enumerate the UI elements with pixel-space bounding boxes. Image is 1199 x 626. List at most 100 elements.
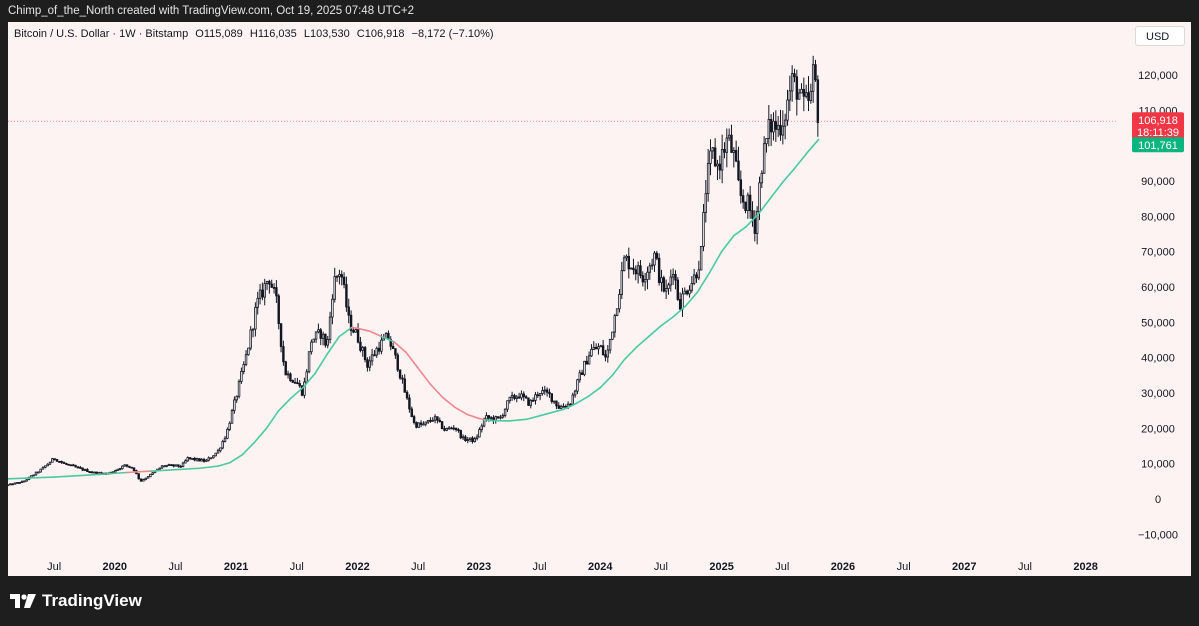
candle-body: [160, 465, 164, 469]
moving-average-segment: [696, 272, 711, 294]
candle-body: [513, 394, 516, 399]
candle-body: [802, 88, 806, 97]
candle-body: [538, 393, 542, 397]
moving-average-tag: [1132, 137, 1184, 153]
candle-body: [632, 267, 635, 271]
candle-body: [755, 211, 759, 234]
candle-body: [580, 372, 584, 376]
candle-body: [650, 264, 654, 267]
tradingview-logo[interactable]: TradingView: [10, 591, 142, 611]
candle-body: [699, 245, 703, 271]
candle-body: [718, 163, 722, 171]
price-chart[interactable]: −10,000 0 10,000 20,000 30,000 40,000 50,000 60…: [8, 22, 1191, 576]
candle-body: [690, 282, 694, 291]
candle-body: [149, 473, 152, 478]
candle-body: [230, 410, 234, 424]
candle-body: [307, 351, 311, 373]
moving-average-segment: [326, 335, 341, 355]
candle-body: [776, 124, 780, 130]
legend-close: 106,918: [364, 28, 405, 40]
candle-body: [228, 422, 231, 430]
candle-body: [13, 482, 17, 485]
chart-panel[interactable]: −10,000 0 10,000 20,000 30,000 40,000 50,000 60…: [8, 22, 1191, 576]
candle-body: [762, 143, 766, 174]
candle-body: [74, 465, 77, 468]
legend-high-key: H: [249, 28, 258, 40]
moving-average-segment: [478, 417, 486, 421]
moving-average-segment: [150, 468, 177, 472]
y-tick-label: 10,000: [1141, 459, 1175, 471]
candle-body: [667, 284, 670, 289]
candle-body: [55, 458, 59, 462]
candle-body: [648, 265, 652, 273]
candle-body: [620, 270, 624, 295]
moving-average-segment: [289, 386, 304, 400]
candle-body: [265, 280, 269, 285]
candle-body: [328, 316, 332, 340]
legend-open: 115,089: [203, 28, 243, 40]
candle-body: [634, 269, 638, 275]
candle-body: [697, 269, 701, 279]
candle-body: [212, 455, 215, 459]
candle-body: [454, 427, 458, 431]
moving-average-segment: [732, 226, 747, 237]
candle-body: [86, 469, 89, 473]
candle-body: [193, 458, 196, 461]
y-tick-label: 80,000: [1141, 211, 1175, 223]
candle-body: [324, 333, 327, 346]
x-tick-label: Jul: [897, 561, 911, 573]
candle-body: [683, 290, 687, 295]
candle-body: [186, 457, 189, 462]
candle-body: [46, 463, 49, 467]
moving-average-segment: [350, 326, 359, 330]
candle-body: [403, 378, 406, 393]
candle-body: [608, 338, 612, 351]
candle-body: [114, 470, 117, 473]
candle-body: [167, 464, 171, 467]
candle-body: [592, 346, 596, 350]
moving-average-segment: [587, 386, 602, 398]
candle-body: [627, 255, 631, 270]
candle-body: [83, 469, 87, 471]
candle-body: [816, 79, 820, 124]
candle-body: [219, 447, 222, 452]
moving-average-segment: [647, 325, 662, 338]
candle-body: [72, 464, 75, 467]
candle-body: [331, 298, 334, 318]
moving-average-segment: [126, 470, 153, 474]
currency-button[interactable]: USD: [1135, 26, 1185, 46]
candle-body: [419, 422, 423, 425]
candle-body: [303, 381, 306, 396]
candle-body: [345, 284, 348, 308]
candle-body: [398, 369, 402, 379]
candle-body: [426, 420, 430, 423]
candle-body: [475, 436, 479, 440]
candle-body: [412, 416, 416, 423]
candle-body: [531, 399, 535, 402]
candle-body: [459, 430, 462, 439]
candle-body: [44, 465, 47, 468]
candle-body: [366, 359, 369, 368]
candle-body: [562, 405, 565, 408]
moving-average-segment: [53, 474, 92, 478]
candle-body: [249, 329, 252, 349]
candle-body: [655, 252, 659, 259]
candle-body: [466, 439, 469, 442]
moving-average-segment: [338, 326, 353, 338]
moving-average-segment: [241, 441, 256, 456]
candle-body: [662, 277, 666, 292]
moving-average-segment: [89, 471, 128, 476]
candle-body: [321, 333, 325, 339]
moving-average-segment: [526, 413, 547, 420]
candle-body: [268, 280, 271, 285]
candle-body: [254, 306, 257, 330]
chart-attribution: Chimp_of_the_North created with TradingV…: [8, 5, 415, 17]
candle-body: [123, 464, 126, 467]
candle-body: [576, 379, 579, 392]
candle-body: [480, 425, 483, 430]
candle-body: [158, 467, 161, 470]
moving-average-segment: [314, 353, 328, 375]
footer: TradingView: [0, 576, 1199, 626]
candle-body: [377, 347, 381, 352]
x-tick-label: Jul: [290, 561, 304, 573]
